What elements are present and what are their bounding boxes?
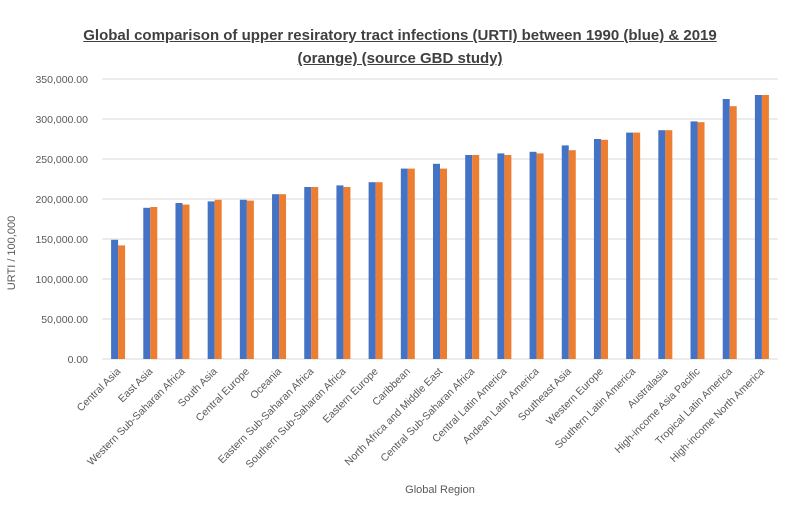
bar-1990 — [690, 121, 698, 360]
bar-2019 — [729, 106, 737, 359]
bar-2019 — [118, 245, 126, 359]
bar-1990 — [561, 145, 569, 359]
bar-1990 — [658, 130, 666, 359]
bar-1990 — [497, 153, 505, 359]
bar-2019 — [150, 207, 158, 359]
bar-2019 — [761, 95, 769, 359]
bar-1990 — [754, 95, 762, 359]
bar-1990 — [433, 163, 440, 359]
x-tick-label: Eastern Europe — [321, 366, 381, 426]
bar-2019 — [665, 130, 673, 359]
y-tick-label: 0.00 — [68, 354, 89, 366]
bar-2019 — [407, 168, 415, 359]
bar-2019 — [279, 194, 287, 359]
bar-1990 — [207, 201, 215, 359]
y-tick-label: 50,000.00 — [41, 314, 88, 326]
y-tick-label: 350,000.00 — [35, 74, 88, 86]
x-tick-label: Western Europe — [544, 366, 606, 428]
bar-1990 — [368, 182, 376, 359]
bar-2019 — [343, 187, 351, 359]
bar-1990 — [239, 199, 247, 359]
bar-2019 — [472, 155, 480, 359]
y-tick-label: 200,000.00 — [35, 194, 88, 206]
bar-1990 — [304, 187, 312, 359]
bar-1990 — [336, 185, 344, 359]
bar-1990 — [111, 239, 119, 359]
bar-1990 — [143, 207, 151, 359]
bar-1990 — [400, 168, 408, 359]
bar-1990 — [722, 99, 730, 359]
bar-1990 — [465, 155, 473, 359]
y-tick-label: 100,000.00 — [35, 274, 88, 286]
bar-2019 — [182, 204, 190, 359]
bar-1990 — [593, 139, 601, 359]
bar-1990 — [529, 151, 537, 359]
bar-2019 — [568, 150, 576, 359]
x-tick-label: Central Asia — [75, 366, 124, 415]
bar-2019 — [600, 139, 608, 359]
y-tick-label: 250,000.00 — [35, 154, 88, 166]
bar-1990 — [626, 132, 634, 359]
bar-2019 — [633, 132, 641, 359]
y-tick-label: 300,000.00 — [35, 114, 88, 126]
bar-1990 — [175, 203, 183, 359]
bar-2019 — [311, 187, 319, 359]
bar-2019 — [440, 168, 447, 359]
bar-2019 — [504, 155, 512, 359]
chart-title: Global comparison of upper resiratory tr… — [83, 27, 717, 67]
bar-2019 — [246, 200, 254, 359]
x-axis-title: Global Region — [405, 484, 475, 496]
bar-2019 — [214, 199, 222, 359]
bar-1990 — [272, 194, 280, 359]
bar-2019 — [536, 153, 544, 359]
y-tick-label: 150,000.00 — [35, 234, 88, 246]
bar-2019 — [697, 122, 705, 359]
bar-2019 — [375, 182, 383, 359]
